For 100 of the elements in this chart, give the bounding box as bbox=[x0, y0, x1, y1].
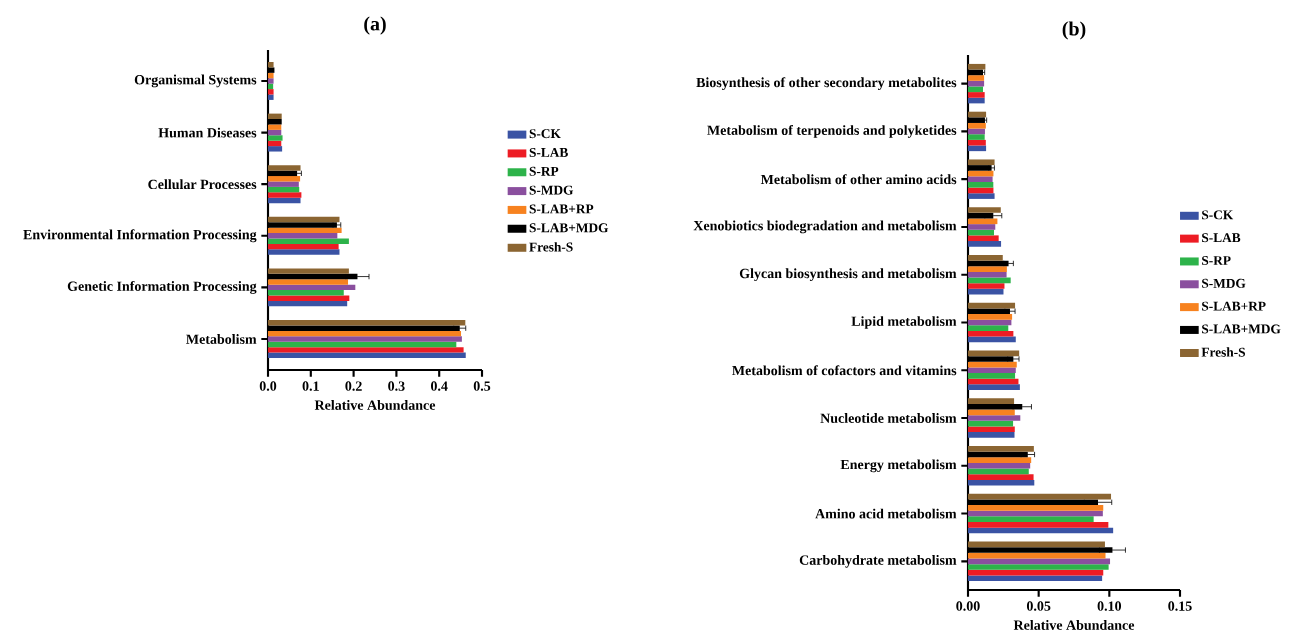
bar bbox=[968, 134, 985, 140]
x-tick-label: 0.0 bbox=[259, 381, 277, 391]
bar bbox=[268, 341, 457, 348]
x-axis-title: Relative Abundance bbox=[314, 400, 436, 410]
bar bbox=[268, 129, 282, 136]
bar bbox=[268, 176, 301, 182]
legend-label: S-CK bbox=[529, 129, 561, 139]
bar bbox=[968, 564, 1109, 570]
bar bbox=[968, 86, 983, 93]
legend-label: S-MDG bbox=[529, 185, 574, 195]
bar bbox=[268, 352, 466, 358]
x-tick-label: 0.10 bbox=[1097, 601, 1122, 611]
bar bbox=[968, 207, 1001, 213]
bar bbox=[268, 227, 342, 234]
y-tick-label: Metabolism of other amino acids bbox=[760, 174, 957, 185]
x-tick-label: 0.3 bbox=[388, 381, 405, 391]
bar bbox=[968, 75, 985, 81]
legend-label: Fresh-S bbox=[1201, 347, 1246, 357]
bar bbox=[268, 238, 349, 244]
legend-label: S-LAB+MDG bbox=[529, 223, 609, 233]
bar bbox=[268, 62, 274, 68]
bar bbox=[968, 330, 1014, 337]
bar bbox=[968, 241, 1002, 247]
y-tick-label: Nucleotide metabolism bbox=[820, 413, 957, 423]
bar bbox=[968, 283, 1005, 289]
x-tick-label: 0.5 bbox=[473, 381, 491, 391]
bar bbox=[268, 290, 344, 296]
bar bbox=[268, 295, 350, 301]
y-tick-label: Human Diseases bbox=[158, 127, 257, 138]
legend-label: S-LAB+RP bbox=[1202, 301, 1266, 311]
bar bbox=[968, 575, 1103, 582]
bar bbox=[968, 415, 1021, 421]
legend-label: S-LAB bbox=[529, 148, 568, 157]
bar bbox=[268, 320, 466, 326]
bar bbox=[268, 135, 283, 141]
legend-label: S-LAB+MDG bbox=[1202, 324, 1281, 334]
legend-label: S-RP bbox=[529, 166, 559, 176]
x-tick-label: 0.00 bbox=[956, 601, 980, 611]
x-tick-label: 0.05 bbox=[1026, 601, 1051, 611]
bar bbox=[968, 314, 1013, 320]
bar bbox=[268, 72, 274, 79]
bar bbox=[968, 63, 986, 70]
y-tick-label: Lipid metabolism bbox=[851, 316, 957, 329]
bar bbox=[268, 249, 340, 255]
bar bbox=[968, 552, 1106, 559]
bar bbox=[968, 92, 985, 98]
bar bbox=[968, 122, 986, 129]
bar bbox=[268, 124, 282, 130]
legend-label: S-CK bbox=[1202, 210, 1234, 220]
bar bbox=[268, 140, 282, 147]
bar bbox=[968, 218, 998, 225]
y-tick-label: Genetic Information Processing bbox=[67, 280, 257, 294]
bar bbox=[968, 193, 995, 199]
x-tick-label: 0.4 bbox=[430, 381, 448, 391]
x-tick-label: 0.2 bbox=[345, 381, 362, 391]
bar bbox=[968, 457, 1032, 463]
bar bbox=[268, 94, 274, 100]
legend-label: S-LAB bbox=[1202, 233, 1241, 243]
y-tick-label: Biosynthesis of other secondary metabolites bbox=[696, 77, 957, 91]
bar bbox=[968, 224, 996, 230]
bar bbox=[968, 159, 995, 166]
bar bbox=[968, 398, 1015, 404]
bar bbox=[268, 279, 349, 285]
bar bbox=[268, 284, 356, 291]
x-tick-label: 0.1 bbox=[302, 381, 319, 391]
bar bbox=[968, 474, 1034, 480]
bar bbox=[968, 522, 1109, 528]
bar bbox=[968, 266, 1007, 272]
legend-label: S-RP bbox=[1202, 256, 1231, 265]
bar bbox=[968, 432, 1015, 438]
bar bbox=[968, 271, 1007, 278]
bar bbox=[968, 505, 1104, 511]
y-tick-label: Carbohydrate metabolism bbox=[799, 554, 957, 568]
bar bbox=[268, 268, 349, 274]
bar bbox=[968, 384, 1020, 390]
bar bbox=[268, 186, 300, 193]
y-tick-label: Energy metabolism bbox=[840, 459, 957, 473]
y-tick-label: Glycan biosynthesis and metabolism bbox=[739, 268, 957, 282]
bar bbox=[968, 446, 1034, 452]
bar bbox=[268, 233, 338, 239]
bar bbox=[268, 330, 462, 337]
bar bbox=[268, 78, 274, 84]
bar bbox=[268, 89, 274, 95]
bar bbox=[268, 336, 462, 342]
legend-label: Fresh-S bbox=[529, 242, 573, 252]
bar bbox=[968, 479, 1035, 486]
bar bbox=[268, 197, 301, 204]
y-tick-label: Metabolism of terpenoids and polyketides bbox=[707, 124, 957, 138]
x-tick-label: 0.15 bbox=[1168, 601, 1192, 611]
bar bbox=[268, 192, 302, 198]
x-axis-title: Relative Abundance bbox=[1013, 620, 1135, 630]
y-tick-label: Xenobiotics biodegradation and metabolism bbox=[693, 220, 957, 234]
bar bbox=[268, 181, 299, 187]
bar bbox=[968, 235, 999, 242]
bar bbox=[268, 113, 282, 120]
bar bbox=[268, 165, 301, 171]
bar bbox=[268, 347, 464, 353]
bar bbox=[968, 254, 1003, 261]
bar bbox=[968, 176, 993, 182]
bar bbox=[968, 182, 994, 188]
